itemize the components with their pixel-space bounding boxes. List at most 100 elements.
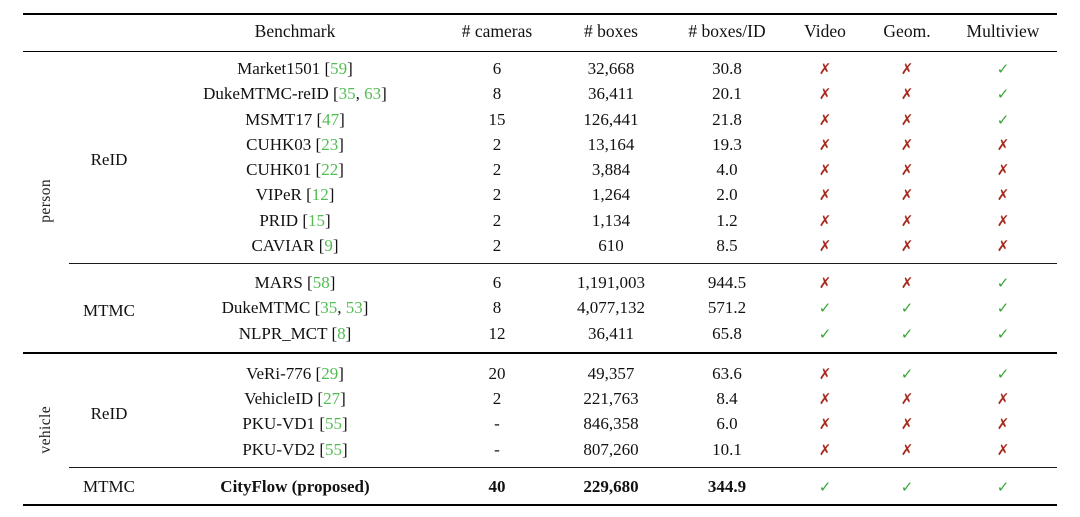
check-icon: ✓ [996,364,1010,383]
citation-link[interactable]: 35 [338,84,356,104]
benchmark-cell: PRID [15] [259,210,331,230]
citation-link[interactable]: 63 [364,84,382,104]
table-row: DukeMTMC-reID [35, 63] 8 36,411 20.1 ✗ ✗ ✓ [23,81,1057,106]
num-cameras-cell: 15 [488,109,506,129]
benchmark-cell: DukeMTMC-reID [35, 63] [203,84,387,104]
citation-link[interactable]: 8 [337,323,346,343]
table-row: PKU-VD1 [55] - 846,358 6.0 ✗ ✗ ✗ [23,411,1057,436]
table-row: PRID [15] 2 1,134 1.2 ✗ ✗ ✗ [23,208,1057,233]
geom-cell: ✗ [865,157,949,182]
benchmark-cell: PKU-VD1 [55] [242,414,348,434]
benchmark-name: MARS [254,273,303,292]
citation-link[interactable]: 55 [324,414,342,434]
check-icon: ✓ [996,274,1010,292]
cross-icon: ✗ [996,415,1010,434]
video-cell: ✗ [785,437,865,468]
cross-icon: ✗ [818,110,832,129]
multiview-cell: ✗ [949,411,1057,436]
cross-icon: ✗ [900,211,914,230]
multiview-cell: ✗ [949,437,1057,468]
benchmark-cell: CUHK03 [23] [246,134,344,154]
table-row: NLPR_MCT [8] 12 36,411 65.8 ✓ ✓ ✓ [23,321,1057,353]
citation-link[interactable]: 23 [321,134,339,154]
citation-link[interactable]: 22 [321,160,339,179]
citation-link[interactable]: 35 [320,298,338,318]
check-icon: ✓ [900,324,914,343]
multiview-cell: ✗ [949,182,1057,207]
geom-cell: ✗ [865,132,949,157]
benchmark-name: DukeMTMC-reID [203,84,329,104]
num-cameras-cell: - [494,439,500,459]
category-label-reid: ReID [90,149,128,169]
check-icon: ✓ [900,364,914,383]
header-benchmark: Benchmark [149,14,441,52]
num-cameras-cell: 2 [492,134,502,154]
cross-icon: ✗ [818,85,832,104]
num-cameras-cell: 2 [492,389,502,408]
citation-link[interactable]: 29 [321,363,339,383]
citation-link[interactable]: 47 [322,109,340,129]
cross-icon: ✗ [900,415,914,434]
num-boxes-cell: 126,441 [583,109,639,129]
citation-link[interactable]: 12 [311,185,329,205]
group-cell-person: person [23,52,69,353]
benchmark-name: CUHK03 [246,134,312,154]
cross-icon: ✗ [996,211,1010,230]
num-boxes-per-id-cell: 21.8 [712,109,742,129]
cross-icon: ✗ [900,390,914,408]
table-row: CAVIAR [9] 2 610 8.5 ✗ ✗ ✗ [23,233,1057,264]
table-row: CUHK03 [23] 2 13,164 19.3 ✗ ✗ ✗ [23,132,1057,157]
citation-link[interactable]: 55 [324,439,342,459]
multiview-cell: ✓ [949,81,1057,106]
geom-cell: ✓ [865,466,949,505]
num-boxes-cell: 221,763 [583,389,639,408]
video-cell: ✗ [785,81,865,106]
citation-link[interactable]: 9 [324,235,333,255]
citation-link[interactable]: 27 [323,389,341,408]
citation-link[interactable]: 53 [345,298,363,318]
citation-link[interactable]: 59 [330,59,348,78]
num-boxes-cell: 3,884 [591,160,631,179]
cross-icon: ✗ [900,236,914,255]
cross-icon: ✗ [996,236,1010,255]
table-row: person ReID Market1501 [59] 6 32,668 30.8 ✗ ✗ ✓ [23,52,1057,223]
video-cell: ✗ [785,208,865,233]
benchmark-cell: MSMT17 [47] [245,109,345,129]
benchmark-name: DukeMTMC [221,298,311,318]
table-row: VIPeR [12] 2 1,264 2.0 ✗ ✗ ✗ [23,182,1057,207]
benchmark-comparison-table: Benchmark # cameras # boxes # boxes/ID V… [23,13,1057,506]
header-video: Video [785,14,865,52]
multiview-cell: ✗ [949,233,1057,264]
citation-link[interactable]: 15 [307,210,325,230]
num-boxes-cell: 610 [598,235,624,255]
geom-cell: ✗ [865,208,949,233]
benchmark-cell: CityFlow (proposed) [149,466,441,505]
video-cell: ✗ [785,157,865,182]
num-cameras-cell: 8 [492,298,502,318]
cross-icon: ✗ [818,364,832,383]
num-boxes-per-id-cell: 571.2 [707,298,747,318]
video-cell: ✓ [785,295,865,320]
num-boxes-cell: 13,164 [587,134,635,154]
geom-cell: ✗ [865,182,949,207]
num-boxes-per-id-cell: 30.8 [712,59,742,78]
citation-link[interactable]: 58 [312,273,330,292]
benchmark-name: CUHK01 [246,160,312,179]
cross-icon: ✗ [818,390,832,408]
multiview-cell: ✓ [949,263,1057,296]
num-cameras-cell: 8 [492,84,502,104]
num-boxes-cell: 807,260 [583,439,639,459]
multiview-cell: ✗ [949,157,1057,182]
table-row: PKU-VD2 [55] - 807,260 10.1 ✗ ✗ ✗ [23,437,1057,468]
check-icon: ✓ [818,324,832,343]
group-cell-vehicle: vehicle [23,351,69,505]
num-boxes-cell: 229,680 [553,466,669,505]
benchmark-name: PRID [259,210,299,230]
benchmark-cell: PKU-VD2 [55] [242,439,348,459]
benchmark-name: PKU-VD2 [242,439,316,459]
num-boxes-per-id-cell: 6.0 [716,414,738,434]
geom-cell: ✗ [865,411,949,436]
multiview-cell: ✓ [949,52,1057,82]
geom-cell: ✗ [865,263,949,296]
benchmark-cell: Market1501 [59] [237,59,353,78]
